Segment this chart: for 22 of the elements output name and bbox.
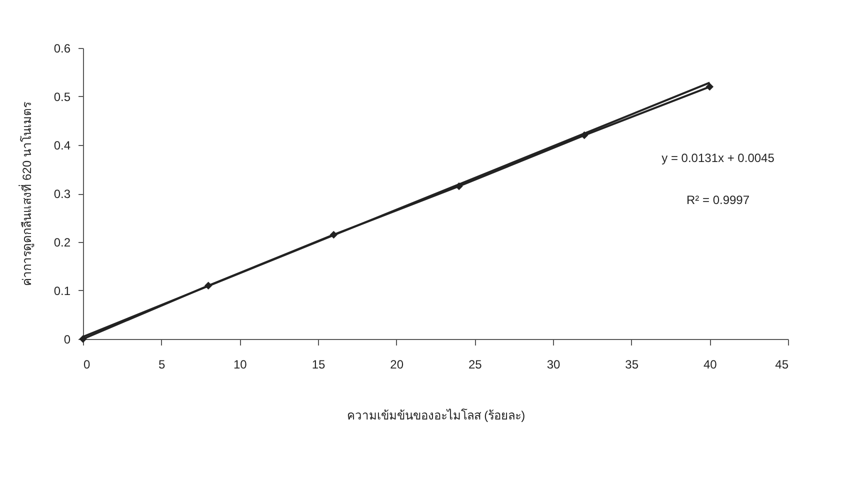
annotation: R² = 0.9997 (686, 193, 750, 207)
y-tick-label: 0 (64, 332, 71, 346)
x-tick-label: 5 (158, 358, 166, 372)
x-tick-label: 20 (390, 358, 404, 372)
y-tick-label: 0.1 (54, 284, 71, 298)
x-tick-label: 35 (625, 358, 639, 372)
y-tick-label: 0.4 (54, 138, 71, 152)
x-tick-label: 10 (233, 358, 248, 372)
x-tick-label: 40 (703, 358, 718, 372)
x-tick-label: 25 (468, 358, 482, 372)
x-tick-label: 15 (312, 358, 326, 372)
x-tick-label: 30 (546, 358, 560, 372)
y-tick-label: 0.5 (54, 90, 71, 104)
x-tick-label: 45 (775, 358, 789, 372)
x-tick-label: 0 (84, 358, 90, 372)
point (706, 82, 714, 91)
x-axis-title: ความเข้มข้นของอะไมโลส (ร้อยละ) (346, 408, 526, 422)
y-axis-title: ค่าการดูดกลืนแสงที่ 620 นาโนเมตร (18, 101, 35, 286)
y-tick-label: 0.3 (54, 187, 71, 201)
annotation: y = 0.0131x + 0.0045 (662, 151, 775, 165)
y-tick-label: 0.2 (54, 236, 71, 250)
y-tick-label: 0.6 (54, 42, 71, 56)
